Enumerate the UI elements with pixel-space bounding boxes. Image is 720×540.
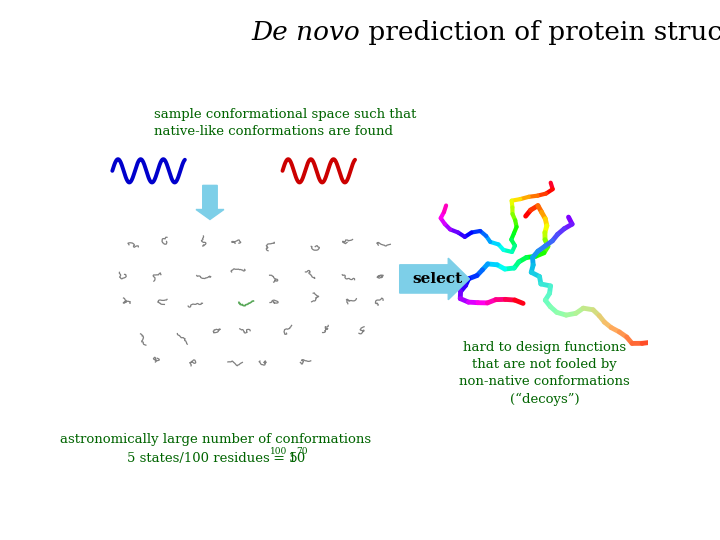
Text: De novo: De novo	[251, 20, 360, 45]
Text: sample conformational space such that
native-like conformations are found: sample conformational space such that na…	[154, 109, 417, 138]
Text: hard to design functions
that are not fooled by
non-native conformations
(“decoy: hard to design functions that are not fo…	[459, 341, 630, 406]
Text: 5 states/100 residues = 5: 5 states/100 residues = 5	[127, 452, 298, 465]
Text: select: select	[412, 272, 462, 286]
FancyArrow shape	[400, 258, 469, 300]
Text: prediction of protein structure: prediction of protein structure	[360, 20, 720, 45]
FancyArrow shape	[196, 185, 224, 219]
Text: astronomically large number of conformations: astronomically large number of conformat…	[60, 433, 371, 446]
Text: = 10: = 10	[269, 452, 305, 465]
Text: 70: 70	[297, 447, 308, 456]
Text: 100: 100	[270, 447, 287, 456]
